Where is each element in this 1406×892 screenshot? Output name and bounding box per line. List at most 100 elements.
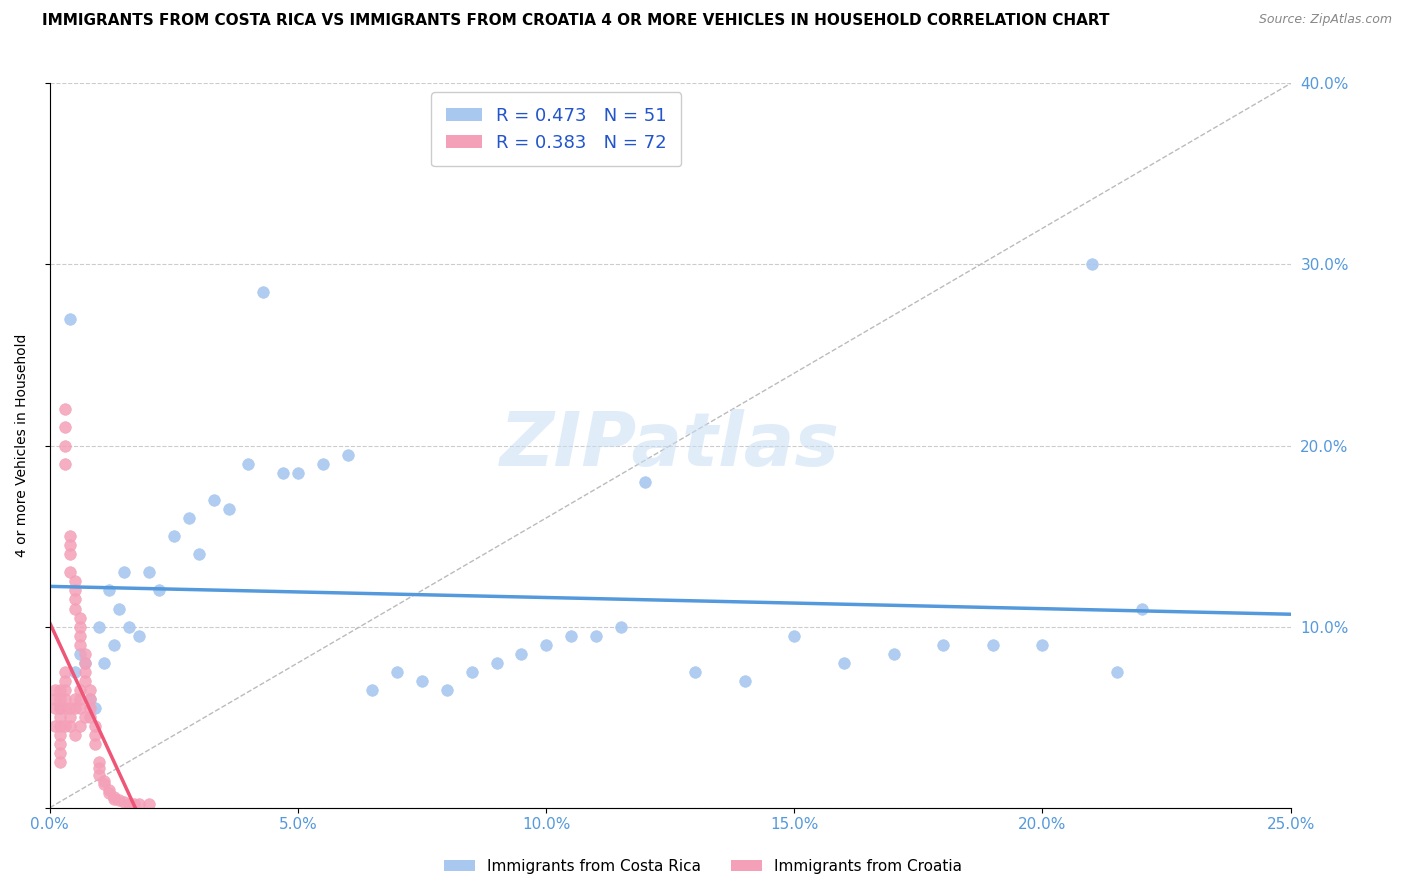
Y-axis label: 4 or more Vehicles in Household: 4 or more Vehicles in Household bbox=[15, 334, 30, 558]
Point bbox=[63, 583, 86, 598]
Point bbox=[69, 692, 91, 706]
Point bbox=[69, 629, 91, 643]
Point bbox=[79, 701, 101, 715]
Point bbox=[53, 701, 76, 715]
Point bbox=[560, 629, 582, 643]
Point bbox=[336, 448, 359, 462]
Point bbox=[69, 619, 91, 633]
Point bbox=[108, 793, 131, 807]
Point bbox=[89, 756, 111, 770]
Point bbox=[1081, 258, 1104, 272]
Point bbox=[89, 761, 111, 775]
Point bbox=[585, 629, 607, 643]
Point bbox=[534, 638, 557, 652]
Point bbox=[93, 773, 115, 788]
Point bbox=[63, 574, 86, 589]
Point bbox=[98, 782, 121, 797]
Point bbox=[112, 566, 135, 580]
Point bbox=[89, 619, 111, 633]
Point bbox=[103, 791, 125, 805]
Point bbox=[83, 728, 105, 742]
Point bbox=[510, 647, 533, 661]
Point bbox=[63, 701, 86, 715]
Point bbox=[460, 665, 482, 679]
Point bbox=[609, 619, 631, 633]
Point bbox=[63, 728, 86, 742]
Point bbox=[138, 797, 160, 811]
Point bbox=[112, 795, 135, 809]
Point bbox=[49, 737, 72, 751]
Legend: R = 0.473   N = 51, R = 0.383   N = 72: R = 0.473 N = 51, R = 0.383 N = 72 bbox=[432, 93, 681, 167]
Point bbox=[485, 656, 508, 670]
Point bbox=[69, 701, 91, 715]
Point bbox=[148, 583, 170, 598]
Text: IMMIGRANTS FROM COSTA RICA VS IMMIGRANTS FROM CROATIA 4 OR MORE VEHICLES IN HOUS: IMMIGRANTS FROM COSTA RICA VS IMMIGRANTS… bbox=[42, 13, 1109, 29]
Point bbox=[44, 719, 66, 733]
Point bbox=[59, 538, 82, 552]
Point bbox=[387, 665, 409, 679]
Point bbox=[411, 673, 433, 688]
Point bbox=[69, 610, 91, 624]
Point bbox=[49, 692, 72, 706]
Point bbox=[1031, 638, 1053, 652]
Point bbox=[634, 475, 657, 489]
Point bbox=[138, 566, 160, 580]
Point bbox=[53, 719, 76, 733]
Point bbox=[202, 492, 225, 507]
Point bbox=[49, 756, 72, 770]
Point bbox=[98, 786, 121, 800]
Point bbox=[53, 402, 76, 417]
Point bbox=[49, 701, 72, 715]
Point bbox=[53, 420, 76, 434]
Point bbox=[883, 647, 905, 661]
Point bbox=[128, 797, 150, 811]
Point bbox=[89, 768, 111, 782]
Point bbox=[436, 683, 458, 698]
Point bbox=[69, 719, 91, 733]
Point bbox=[49, 683, 72, 698]
Point bbox=[53, 692, 76, 706]
Point bbox=[49, 719, 72, 733]
Point bbox=[103, 638, 125, 652]
Point bbox=[63, 665, 86, 679]
Point bbox=[981, 638, 1004, 652]
Point bbox=[53, 457, 76, 471]
Point bbox=[69, 683, 91, 698]
Point bbox=[53, 665, 76, 679]
Point bbox=[187, 547, 209, 561]
Point bbox=[73, 656, 96, 670]
Point bbox=[59, 311, 82, 326]
Point bbox=[59, 719, 82, 733]
Point bbox=[361, 683, 384, 698]
Point bbox=[93, 777, 115, 791]
Point bbox=[79, 692, 101, 706]
Point bbox=[59, 710, 82, 724]
Point bbox=[832, 656, 855, 670]
Text: ZIPatlas: ZIPatlas bbox=[501, 409, 841, 482]
Point bbox=[218, 502, 240, 516]
Point bbox=[59, 547, 82, 561]
Point bbox=[1130, 601, 1153, 615]
Point bbox=[49, 747, 72, 761]
Point bbox=[122, 797, 145, 811]
Point bbox=[108, 601, 131, 615]
Point bbox=[83, 737, 105, 751]
Point bbox=[63, 601, 86, 615]
Point bbox=[177, 511, 200, 525]
Text: Source: ZipAtlas.com: Source: ZipAtlas.com bbox=[1258, 13, 1392, 27]
Point bbox=[69, 638, 91, 652]
Point bbox=[44, 692, 66, 706]
Point bbox=[1105, 665, 1128, 679]
Point bbox=[163, 529, 186, 543]
Point bbox=[271, 466, 294, 480]
Point bbox=[79, 710, 101, 724]
Point bbox=[83, 701, 105, 715]
Point bbox=[69, 647, 91, 661]
Point bbox=[49, 710, 72, 724]
Point bbox=[252, 285, 274, 299]
Point bbox=[683, 665, 706, 679]
Point bbox=[53, 683, 76, 698]
Point bbox=[79, 692, 101, 706]
Point bbox=[73, 647, 96, 661]
Point bbox=[238, 457, 260, 471]
